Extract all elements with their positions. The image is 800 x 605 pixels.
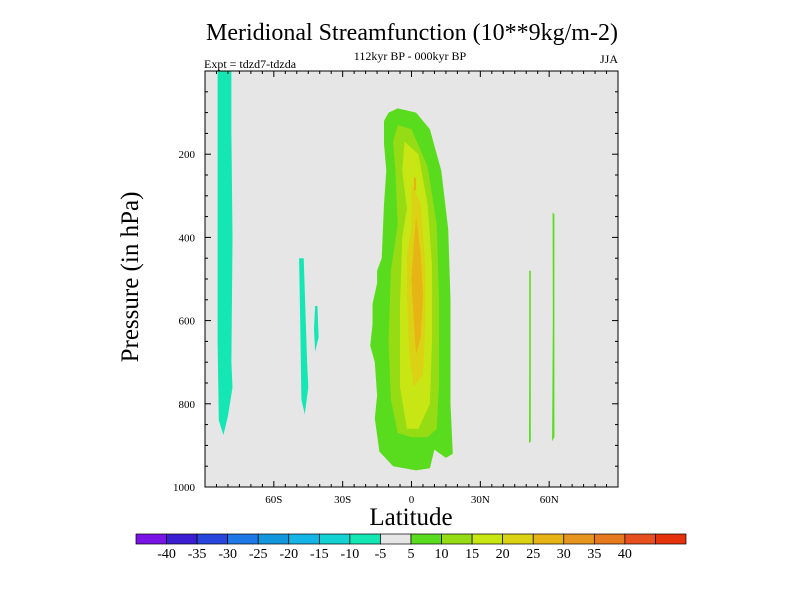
colorbar-label: 25 bbox=[526, 547, 540, 562]
colorbar-label: -10 bbox=[341, 547, 360, 562]
y-tick-label: 200 bbox=[179, 149, 196, 161]
y-tick-label: 600 bbox=[179, 316, 196, 328]
colorbar-swatch bbox=[410, 533, 442, 545]
colorbar-label: 20 bbox=[496, 547, 510, 562]
colorbar-swatch bbox=[288, 533, 320, 545]
colorbar-swatch bbox=[380, 533, 412, 545]
contour-region bbox=[299, 258, 309, 415]
y-tick-label: 1000 bbox=[173, 482, 196, 494]
colorbar-label: 35 bbox=[587, 547, 601, 562]
colorbar-swatch bbox=[441, 533, 473, 545]
colorbar-label: 5 bbox=[408, 547, 415, 562]
colorbar-swatch bbox=[655, 533, 687, 545]
colorbar-label: -15 bbox=[310, 547, 329, 562]
colorbar-swatch bbox=[471, 533, 504, 545]
colorbar-swatch bbox=[257, 533, 290, 545]
colorbar-swatch bbox=[624, 533, 656, 545]
chart-title: Meridional Streamfunction (10**9kg/m-2) bbox=[206, 20, 618, 46]
x-tick-label: 60S bbox=[265, 494, 282, 506]
colorbar-swatch bbox=[502, 533, 534, 545]
colorbar-label: -40 bbox=[157, 547, 176, 562]
contour-region bbox=[217, 71, 233, 435]
x-tick-label: 30S bbox=[334, 494, 351, 506]
plot-area: 60S 30S 0 30N 60N 200 400 600 800 1000 bbox=[173, 70, 619, 506]
season-label: JJA bbox=[600, 52, 618, 66]
contour-region bbox=[552, 212, 555, 442]
colorbar-swatch bbox=[196, 533, 229, 545]
colorbar-label: 10 bbox=[435, 547, 449, 562]
y-tick-label: 400 bbox=[179, 232, 196, 244]
colorbar-label: 15 bbox=[465, 547, 479, 562]
colorbar-swatch bbox=[227, 533, 259, 545]
colorbar: -40 -35 -30 -25 -20 -15 -10 -5 5 10 15 20 25 30 35 40 bbox=[135, 533, 687, 562]
colorbar-swatch bbox=[532, 533, 565, 545]
contour-regions bbox=[217, 71, 555, 471]
colorbar-label: -35 bbox=[188, 547, 207, 562]
contour-region bbox=[314, 306, 319, 352]
colorbar-label: -30 bbox=[218, 547, 237, 562]
colorbar-swatch bbox=[593, 533, 626, 545]
colorbar-swatch bbox=[563, 533, 595, 545]
contour-region bbox=[413, 177, 417, 192]
y-tick-label: 800 bbox=[179, 399, 196, 411]
colorbar-swatch bbox=[166, 533, 198, 545]
colorbar-swatch bbox=[349, 533, 381, 545]
chart-subtitle: 112kyr BP - 000kyr BP bbox=[354, 49, 467, 63]
colorbar-label: -20 bbox=[279, 547, 298, 562]
contour-region bbox=[411, 216, 423, 354]
colorbar-label: -5 bbox=[375, 547, 387, 562]
x-tick-label: 30N bbox=[471, 494, 490, 506]
colorbar-label: -25 bbox=[249, 547, 268, 562]
x-tick-label: 60N bbox=[540, 494, 559, 506]
colorbar-label: 40 bbox=[618, 547, 632, 562]
y-axis-label: Pressure (in hPa) bbox=[117, 192, 144, 363]
x-tick-label: 0 bbox=[409, 494, 415, 506]
colorbar-swatch bbox=[135, 533, 167, 545]
x-axis-label: Latitude bbox=[369, 504, 452, 531]
colorbar-swatch bbox=[318, 533, 351, 545]
contour-region bbox=[529, 270, 531, 444]
experiment-label: Expt = tdzd7-tdzda bbox=[204, 57, 297, 71]
colorbar-label: 30 bbox=[557, 547, 571, 562]
